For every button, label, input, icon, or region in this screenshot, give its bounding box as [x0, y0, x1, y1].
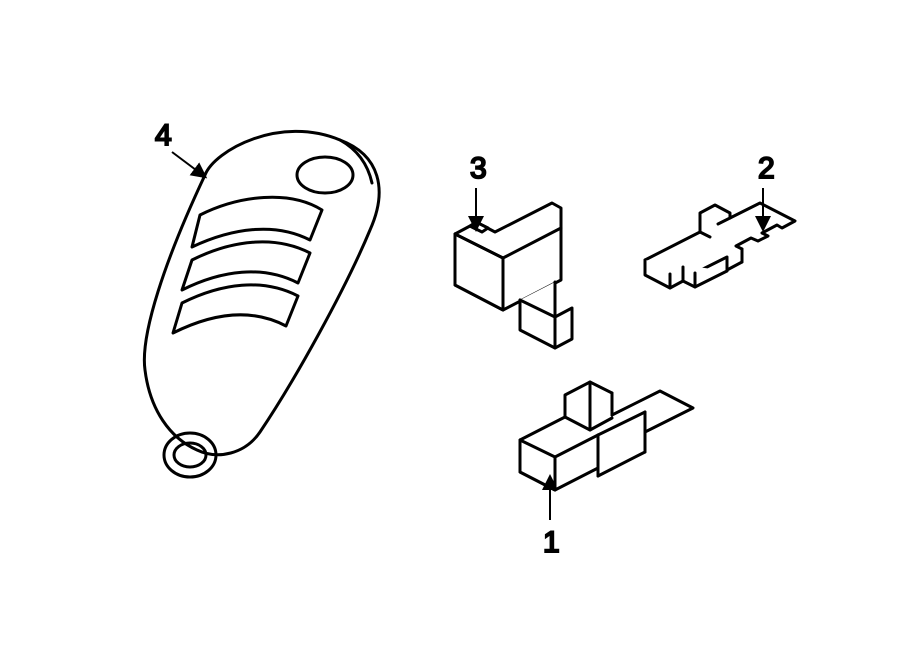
callout-label-4: 4 [155, 119, 172, 152]
callout-layer: 1 2 3 4 [155, 119, 775, 559]
key-fob [144, 131, 379, 477]
module-2 [645, 203, 795, 288]
callout-label-3: 3 [470, 152, 487, 185]
callout-label-1: 1 [543, 526, 560, 559]
module-1 [520, 382, 693, 490]
parts-diagram: 1 2 3 4 [0, 0, 900, 661]
module-3 [455, 203, 572, 348]
callout-arrow-4 [172, 152, 204, 176]
callout-label-2: 2 [758, 152, 775, 185]
